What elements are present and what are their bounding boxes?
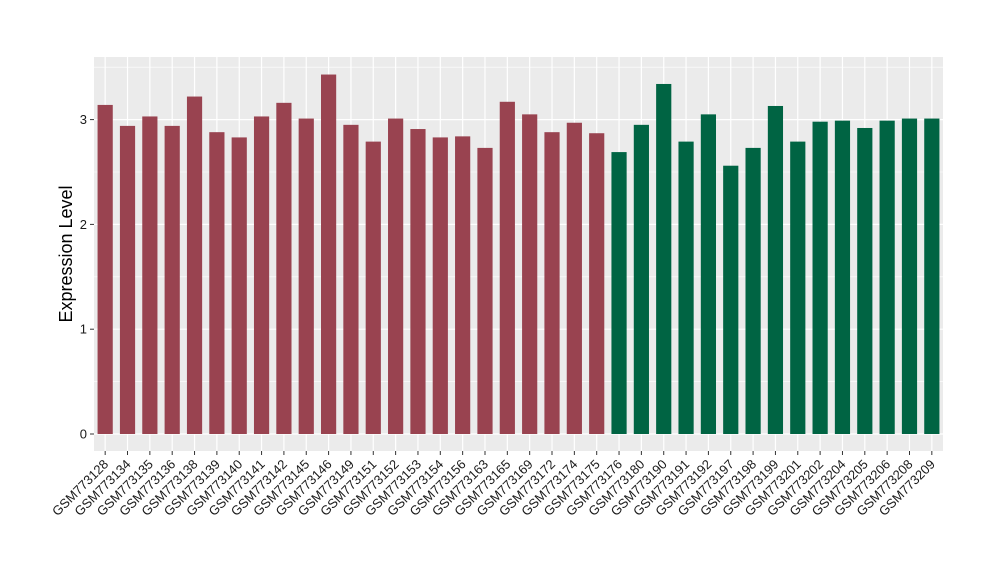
bar-GSM773146 [320,74,337,434]
bar-GSM773191 [678,141,694,434]
x-axis: GSM773128GSM773134GSM773135GSM773136GSM7… [49,451,938,519]
bars [97,74,940,435]
bar-GSM773205 [857,127,873,434]
bar-GSM773151 [365,141,381,434]
bar-GSM773139 [209,132,225,434]
bar-GSM773190 [656,83,672,434]
bar-GSM773172 [544,132,560,434]
bar-GSM773141 [253,116,270,435]
bar-GSM773145 [298,118,314,434]
bar-GSM773156 [455,136,471,435]
bar-GSM773192 [700,114,717,435]
bar-GSM773163 [477,147,493,434]
bar-GSM773198 [745,147,761,434]
bar-GSM773180 [633,124,649,434]
bar-GSM773149 [343,124,359,434]
bar-GSM773202 [812,121,828,435]
bar-GSM773175 [589,133,605,434]
bar-GSM773208 [901,118,918,434]
bar-GSM773176 [611,152,627,434]
bar-GSM773153 [410,129,426,435]
y-axis: 0 1 2 3 [80,112,94,442]
bar-GSM773135 [142,116,158,435]
bar-GSM773197 [723,165,739,434]
y-axis-title: Expression Level [56,185,76,322]
y-tick-label: 1 [80,322,87,337]
bar-GSM773128 [97,104,113,434]
bar-GSM773206 [879,120,895,434]
bar-GSM773165 [499,101,515,434]
bar-GSM773134 [119,125,136,434]
y-tick-label: 2 [80,217,87,232]
bar-GSM773199 [767,105,784,434]
bar-GSM773204 [834,120,851,434]
bar-GSM773138 [186,96,203,434]
bar-GSM773136 [164,125,180,434]
bar-GSM773152 [388,118,404,434]
bar-GSM773201 [790,141,806,434]
bar-GSM773174 [566,122,582,434]
bar-GSM773154 [432,137,448,434]
y-tick-label: 0 [80,427,87,442]
y-tick-label: 3 [80,112,87,127]
bar-GSM773142 [276,102,292,434]
bar-GSM773169 [522,114,538,435]
bar-GSM773140 [231,137,247,434]
bar-GSM773209 [924,118,940,434]
